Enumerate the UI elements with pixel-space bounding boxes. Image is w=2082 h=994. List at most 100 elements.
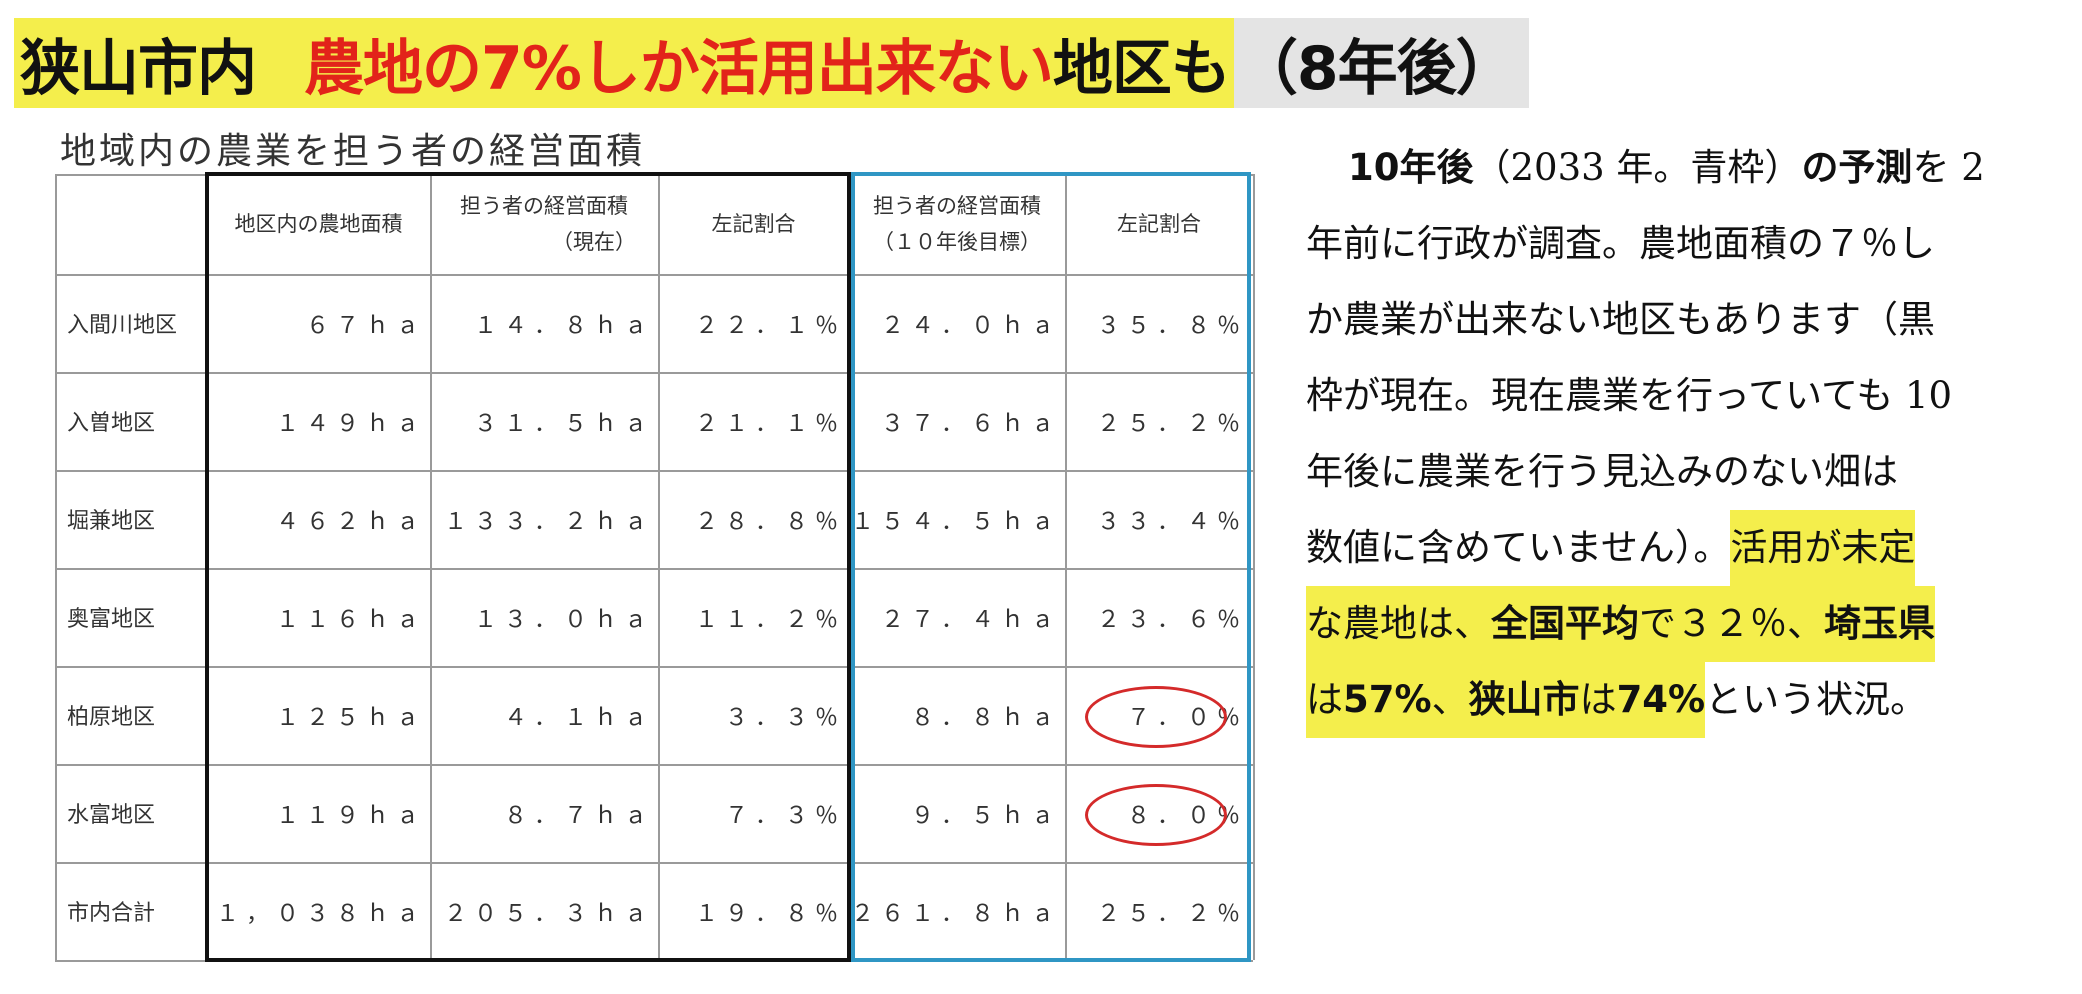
cell-target-ratio: ２５．２％	[1097, 411, 1247, 437]
cell-farmland: １１９ｈａ	[276, 803, 426, 829]
para-text-highlight: 活用が未定	[1730, 510, 1916, 586]
current-columns-frame	[205, 172, 851, 962]
header-farmland: 地区内の農地面積	[234, 212, 403, 236]
table-title: 地域内の農業を担う者の経営面積	[60, 131, 646, 172]
cell-current-ratio: ３．３％	[725, 705, 845, 731]
highlight-circle-mizutomi	[1085, 784, 1227, 846]
para-text: 年前に行政が調査。農地面積の７％し	[1306, 222, 1935, 265]
header-current-ratio: 左記割合	[711, 212, 796, 236]
cell-current-ratio: １１．２％	[695, 607, 845, 633]
header-target-area: 担う者の経営面積 （１０年後目標）	[849, 174, 1065, 274]
para-text: は	[1579, 678, 1617, 721]
cell-farmland: １２５ｈａ	[276, 705, 426, 731]
para-line: な農地は、全国平均で３２％、埼玉県	[1306, 586, 2058, 662]
cell-target-ratio: ２３．６％	[1097, 607, 1247, 633]
cell-farmland: ６７ｈａ	[306, 313, 426, 339]
cell-current-area: ８．７ｈａ	[504, 803, 654, 829]
row-district-label: 入間川地区	[67, 313, 178, 338]
table-hline	[55, 764, 1253, 766]
explanation-paragraph: 10年後 （2033 年。青枠） の予測 を 2 年前に行政が調査。農地面積の７…	[1306, 130, 2058, 738]
header-line: 担う者の経営面積	[873, 194, 1041, 218]
cell-current-area: ２０５．３ｈａ	[444, 901, 654, 927]
para-text-bold: 全国平均	[1491, 602, 1639, 645]
headline-highlight: 狭山市内 農地の7%しか活用出来ない 地区も	[14, 18, 1234, 108]
header-line: （１０年後目標）	[873, 230, 1041, 254]
cell-target-area: ２４．０ｈａ	[881, 313, 1061, 339]
cell-target-area: ９．５ｈａ	[911, 803, 1061, 829]
cell-target-ratio: ３５．８％	[1097, 313, 1247, 339]
cell-farmland: ４６２ｈａ	[276, 509, 426, 535]
cell-target-ratio: ２５．２％	[1097, 901, 1247, 927]
cell-target-area: １５４．５ｈａ	[851, 509, 1061, 535]
cell-target-ratio: ３３．４％	[1097, 509, 1247, 535]
para-text: か農業が出来ない地区もあります（黒	[1306, 298, 1935, 341]
table-hline	[55, 470, 1253, 472]
para-text-bold: 10年後	[1348, 146, 1474, 189]
header-line: 担う者の経営面積	[460, 194, 628, 218]
para-line: は57%、狭山市は74% という状況。	[1306, 662, 2058, 738]
table-hline	[55, 568, 1253, 570]
row-district-label: 柏原地区	[67, 705, 156, 730]
cell-farmland: １４９ｈａ	[276, 411, 426, 437]
para-text-bold: 埼玉県	[1824, 602, 1935, 645]
cell-current-ratio: ２８．８％	[695, 509, 845, 535]
cell-current-area: ４．１ｈａ	[504, 705, 654, 731]
table-vline	[658, 174, 660, 960]
para-highlight-run: な農地は、全国平均で３２％、埼玉県	[1306, 586, 1935, 662]
para-text: な農地は、	[1306, 602, 1491, 645]
header-target-ratio: 左記割合	[1117, 212, 1201, 236]
para-text-bold: 57%	[1343, 678, 1432, 721]
cell-farmland: １１６ｈａ	[276, 607, 426, 633]
para-text: 年後に農業を行う見込みのない畑は	[1306, 450, 1898, 493]
para-text: 枠が現在。現在農業を行っていても 10	[1306, 374, 1953, 417]
header-current-area: 担う者の経営面積 （現在）	[430, 174, 658, 274]
row-district-label: 堀兼地区	[67, 509, 156, 534]
row-district-label: 水富地区	[67, 803, 156, 828]
table-hline	[55, 372, 1253, 374]
para-line: 10年後 （2033 年。青枠） の予測 を 2	[1306, 130, 2058, 206]
table-hline	[55, 666, 1253, 668]
para-text-bold: 74%	[1616, 678, 1706, 721]
para-highlight-run: は57%、狭山市は74%	[1306, 662, 1706, 738]
para-line: か農業が出来ない地区もあります（黒	[1306, 282, 2058, 358]
headline-suffix: 地区も	[1052, 33, 1231, 104]
para-text-bold: の予測	[1801, 146, 1913, 189]
cell-farmland: １，０３８ｈａ	[216, 901, 426, 927]
cell-current-area: １３３．２ｈａ	[444, 509, 654, 535]
table-hline	[55, 862, 1253, 864]
para-text: を 2	[1912, 146, 1985, 189]
page-headline: 狭山市内 農地の7%しか活用出来ない 地区も （8年後）	[14, 18, 1529, 108]
para-text: 、	[1431, 678, 1469, 721]
para-line: 数値に含めていません）。 活用が未定	[1306, 510, 2058, 586]
row-district-label: 市内合計	[67, 901, 156, 926]
para-text: は	[1306, 678, 1343, 721]
table-vline	[55, 174, 57, 960]
row-district-label: 入曽地区	[67, 411, 156, 436]
farmland-table: 地区内の農地面積 担う者の経営面積 （現在） 左記割合 担う者の経営面積 （１０年後目標）…	[55, 172, 1255, 974]
cell-current-area: １４．８ｈａ	[474, 313, 654, 339]
cell-target-area: ８．８ｈａ	[911, 705, 1061, 731]
headline-timeframe: （8年後）	[1233, 18, 1529, 108]
cell-target-area: ２６１．８ｈａ	[851, 901, 1061, 927]
table-vline	[430, 174, 432, 960]
para-text: （2033 年。青枠）	[1473, 146, 1802, 189]
cell-current-ratio: ２２．１％	[695, 313, 845, 339]
headline-city: 狭山市内	[20, 33, 257, 104]
header-line: （現在）	[552, 230, 636, 254]
cell-current-area: １３．０ｈａ	[474, 607, 654, 633]
para-text: で３２％、	[1639, 602, 1824, 645]
cell-current-ratio: ２１．１％	[695, 411, 845, 437]
para-text-bold: 狭山市	[1468, 678, 1580, 721]
para-line: 年前に行政が調査。農地面積の７％し	[1306, 206, 2058, 282]
para-text: 数値に含めていません）。	[1306, 526, 1731, 569]
cell-current-area: ３１．５ｈａ	[474, 411, 654, 437]
para-line: 枠が現在。現在農業を行っていても 10	[1306, 358, 2058, 434]
highlight-circle-kashiwabara	[1085, 686, 1227, 748]
table-vline	[1065, 174, 1067, 960]
para-line: 年後に農業を行う見込みのない畑は	[1306, 434, 2058, 510]
cell-current-ratio: ７．３％	[725, 803, 845, 829]
cell-target-area: ３７．６ｈａ	[881, 411, 1061, 437]
cell-target-area: ２７．４ｈａ	[881, 607, 1061, 633]
headline-main-claim: 農地の7%しか活用出来ない	[304, 33, 1054, 104]
table-vline	[1253, 174, 1255, 960]
